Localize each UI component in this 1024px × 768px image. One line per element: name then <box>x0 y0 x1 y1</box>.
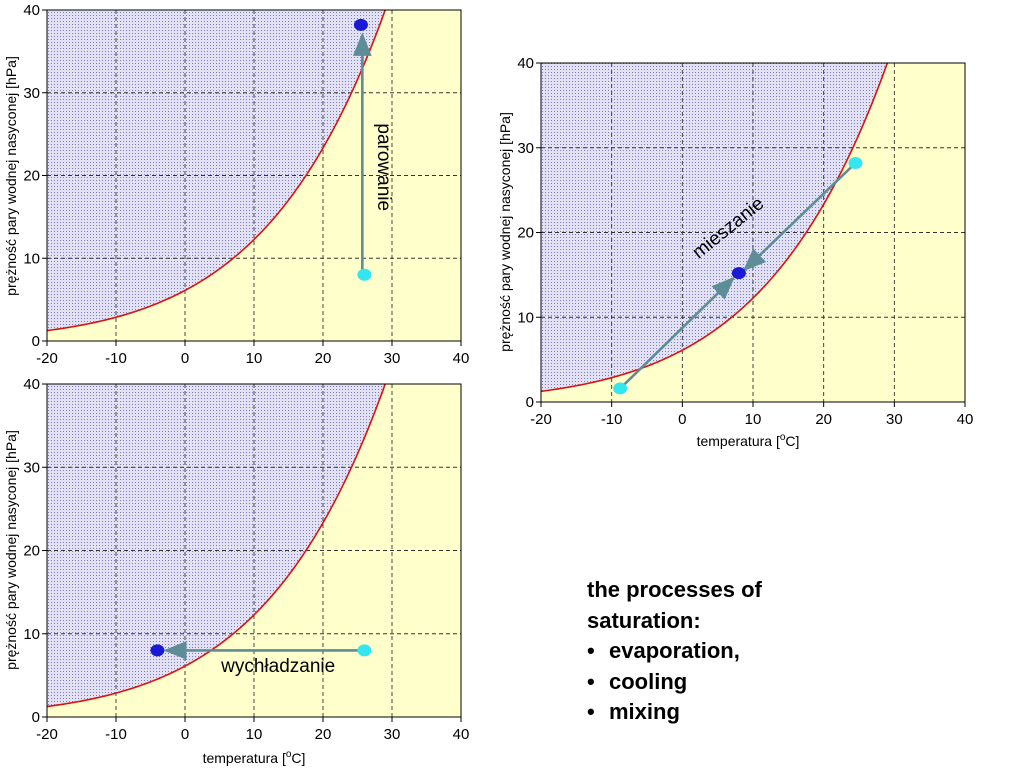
saturation-curve <box>46 383 386 708</box>
supersaturated-region <box>47 384 386 707</box>
plot-area: -20 -10 0 10 20 30 40 0 10 20 30 40 wychładzanie <box>23 376 469 743</box>
process-annotation: wychładzanie <box>220 656 335 677</box>
x-tick-label: 30 <box>384 350 401 367</box>
x-tick-label: 40 <box>453 726 470 743</box>
list-item: • mixing <box>587 697 1007 728</box>
y-axis-label: prężność pary wodnej nasyconej [hPa] <box>497 112 513 352</box>
y-tick-label: 40 <box>23 376 40 393</box>
x-tick-label: 20 <box>315 726 332 743</box>
bullet-icon: • <box>587 668 595 694</box>
list-item: • cooling <box>587 667 1007 698</box>
chart-evaporation: -20 -10 0 10 20 30 40 0 10 20 30 40 parowanie prężno… <box>3 2 469 367</box>
x-tick-label: -10 <box>105 350 127 367</box>
end-state-point <box>731 267 746 280</box>
y-tick-label: 40 <box>23 2 40 19</box>
start-state-point <box>357 644 372 657</box>
x-tick-label: 0 <box>181 726 189 743</box>
process-annotation: parowanie <box>373 123 394 211</box>
x-axis-label: temperatura [oC] <box>697 432 800 449</box>
end-state-point <box>150 644 165 657</box>
y-axis-label: prężność pary wodnej nasyconej [hPa] <box>3 56 19 296</box>
x-tick-label: 40 <box>957 411 974 428</box>
x-tick-label: -20 <box>530 411 552 428</box>
y-tick-label: 40 <box>517 55 534 72</box>
x-tick-label: 0 <box>181 350 189 367</box>
start-state-point <box>357 268 372 281</box>
process-cooling: cooling <box>609 668 688 694</box>
y-tick-label: 20 <box>517 225 534 242</box>
y-tick-label: 0 <box>32 709 40 726</box>
processes-caption: the processes of saturation: • evaporatio… <box>587 575 1007 728</box>
y-tick-label: 10 <box>517 309 534 326</box>
process-list: • evaporation, • cooling • mixing <box>587 636 1007 728</box>
x-tick-label: -10 <box>105 726 127 743</box>
bullet-icon: • <box>587 638 595 663</box>
y-tick-label: 30 <box>517 140 534 157</box>
x-tick-label: 30 <box>384 726 401 743</box>
x-axis-label: temperatura [oC] <box>203 749 306 766</box>
x-tick-label: 10 <box>745 411 762 428</box>
list-item: • evaporation, <box>587 636 1007 667</box>
x-tick-label: 10 <box>246 726 263 743</box>
x-tick-label: 30 <box>886 411 903 428</box>
start-state-point <box>848 157 863 170</box>
process-evaporation: evaporation, <box>609 638 740 663</box>
y-tick-label: 0 <box>32 333 40 350</box>
saturation-curve <box>540 62 889 393</box>
supersaturated-region <box>47 10 386 331</box>
y-tick-label: 20 <box>23 543 40 560</box>
x-tick-label: 20 <box>315 350 332 367</box>
start-state-point <box>613 382 628 395</box>
saturation-curve <box>46 9 386 332</box>
process-arrow <box>742 165 853 272</box>
process-arrow <box>622 276 735 386</box>
bullet-icon: • <box>587 699 595 724</box>
y-tick-label: 10 <box>23 626 40 643</box>
x-tick-label: -20 <box>36 350 58 367</box>
caption-line-2: saturation: <box>587 607 701 633</box>
x-tick-label: 20 <box>815 411 832 428</box>
supersaturated-region <box>541 63 888 392</box>
end-state-point <box>353 18 368 31</box>
y-tick-label: 10 <box>23 250 40 267</box>
x-tick-label: 0 <box>678 411 686 428</box>
y-tick-label: 20 <box>23 168 40 185</box>
x-tick-label: 10 <box>246 350 263 367</box>
process-mixing: mixing <box>609 699 680 724</box>
x-tick-label: 40 <box>453 350 470 367</box>
y-tick-label: 0 <box>526 394 534 411</box>
x-tick-label: -10 <box>601 411 623 428</box>
y-tick-label: 30 <box>23 85 40 102</box>
y-tick-label: 30 <box>23 459 40 476</box>
plot-area: -20 -10 0 10 20 30 40 0 10 20 30 40 parowanie <box>23 2 469 367</box>
chart-cooling: -20 -10 0 10 20 30 40 0 10 20 30 40 wychładzanie prę… <box>3 376 469 766</box>
x-tick-label: -20 <box>36 726 58 743</box>
caption-line-1: the processes of <box>587 577 762 602</box>
y-axis-label: prężność pary wodnej nasyconej [hPa] <box>3 430 19 670</box>
